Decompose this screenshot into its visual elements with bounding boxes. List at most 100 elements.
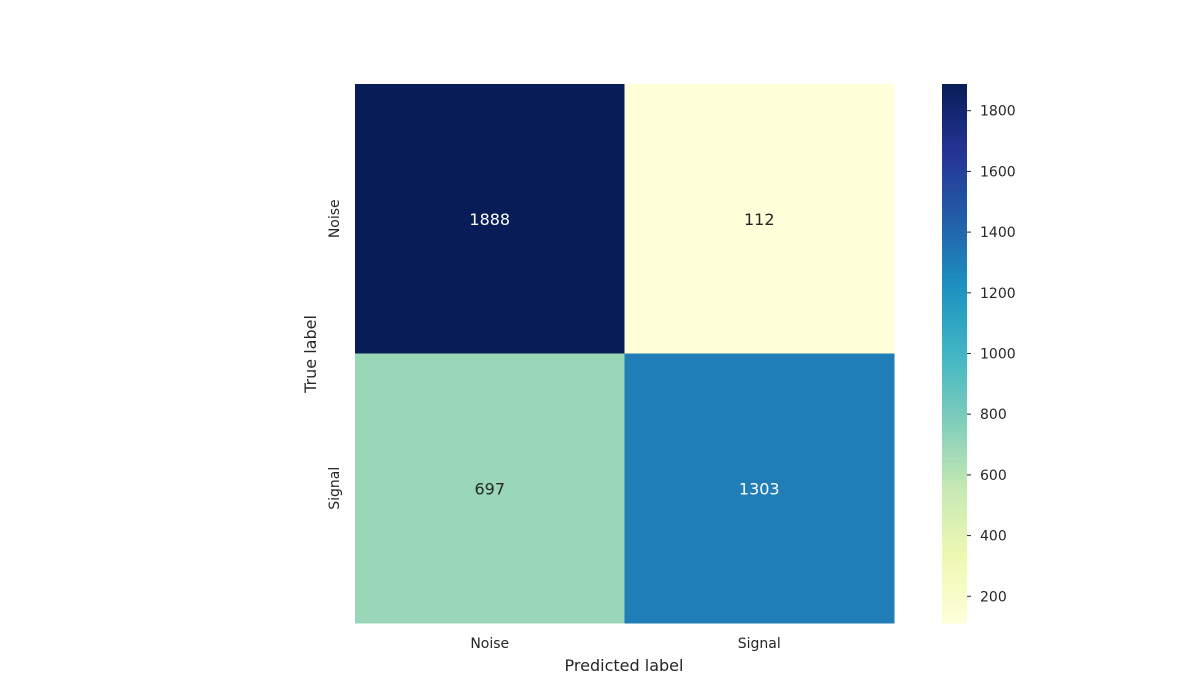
colorbar-slice (942, 578, 967, 584)
colorbar-slice (942, 344, 967, 350)
colorbar-slice (942, 160, 967, 166)
colorbar-slice (942, 313, 967, 319)
colorbar-slice (942, 290, 967, 296)
colorbar-slice (942, 124, 967, 130)
colorbar-slice (942, 196, 967, 202)
colorbar-slice (942, 537, 967, 543)
colorbar-slice (942, 173, 967, 179)
colorbar-slice (942, 317, 967, 323)
colorbar-slice (942, 447, 967, 453)
colorbar-slice (942, 106, 967, 112)
colorbar-slice (942, 609, 967, 615)
colorbar-slice (942, 362, 967, 368)
cell-value-label: 1303 (739, 479, 780, 498)
colorbar-slice (942, 322, 967, 328)
colorbar-tick-label: 1400 (980, 225, 1016, 241)
colorbar-tick-label: 800 (980, 407, 1007, 423)
colorbar-slice (942, 596, 967, 602)
colorbar-tick-label: 1200 (980, 286, 1016, 302)
colorbar-slice (942, 488, 967, 494)
colorbar-slice (942, 434, 967, 440)
colorbar-slice (942, 411, 967, 417)
heatmap-cells (355, 84, 895, 624)
colorbar-slice (942, 263, 967, 269)
colorbar-slice (942, 389, 967, 395)
colorbar-slice (942, 573, 967, 579)
colorbar-slice (942, 380, 967, 386)
colorbar-slice (942, 398, 967, 404)
colorbar-slice (942, 479, 967, 485)
colorbar-slice (942, 272, 967, 278)
colorbar-slice (942, 542, 967, 548)
colorbar-slice (942, 335, 967, 341)
colorbar-slice (942, 110, 967, 117)
colorbar-slice (942, 92, 967, 99)
colorbar-slice (942, 501, 967, 507)
colorbar-slice (942, 551, 967, 557)
colorbar-slice (942, 420, 967, 426)
colorbar-tick-label: 1600 (980, 164, 1016, 180)
colorbar-tick-label: 1800 (980, 104, 1016, 120)
colorbar-slice (942, 286, 967, 292)
colorbar-slice (942, 227, 967, 233)
colorbar-slice (942, 587, 967, 593)
colorbar-slice (942, 357, 967, 364)
colorbar-slice (942, 155, 967, 161)
colorbar-tick-label: 1000 (980, 347, 1016, 363)
colorbar-slice (942, 349, 967, 355)
colorbar-slice (942, 591, 967, 597)
colorbar-slice (942, 438, 967, 444)
colorbar-tick-label: 600 (980, 468, 1007, 484)
colorbar-slice (942, 564, 967, 570)
heatmap-cell-noise-noise (355, 84, 625, 354)
colorbar-slice (942, 614, 967, 620)
y-axis-ticks: Noise Signal (327, 199, 343, 509)
colorbar: 200 400 600 800 1000 1200 1400 1600 1800 (942, 84, 1016, 624)
colorbar-slice (942, 555, 967, 561)
colorbar-slice (942, 569, 967, 575)
colorbar-slice (942, 84, 967, 90)
colorbar-slice (942, 483, 967, 489)
colorbar-slice (942, 402, 967, 408)
colorbar-slice (942, 218, 967, 224)
colorbar-slice (942, 416, 967, 422)
colorbar-slice (942, 101, 967, 108)
colorbar-slice (942, 443, 967, 449)
colorbar-slice (942, 560, 967, 566)
colorbar-slice (942, 151, 967, 157)
colorbar-slice (942, 506, 967, 512)
colorbar-slice (942, 546, 967, 552)
colorbar-slice (942, 474, 967, 480)
colorbar-slice (942, 393, 967, 400)
colorbar-slice (942, 528, 967, 534)
colorbar-slice (942, 205, 967, 211)
colorbar-slice (942, 429, 967, 435)
colorbar-slice (942, 304, 967, 310)
colorbar-slice (942, 497, 967, 503)
colorbar-slice (942, 295, 967, 301)
colorbar-slice (942, 366, 967, 373)
colorbar-slice (942, 241, 967, 247)
colorbar-slice (942, 600, 967, 606)
colorbar-slice (942, 618, 967, 624)
colorbar-slice (942, 146, 967, 152)
colorbar-slice (942, 425, 967, 431)
colorbar-slice (942, 137, 967, 143)
x-tick-label: Signal (738, 636, 781, 652)
colorbar-slice (942, 492, 967, 498)
colorbar-slice (942, 407, 967, 413)
colorbar-slice (942, 200, 967, 206)
colorbar-slice (942, 223, 967, 229)
colorbar-slice (942, 128, 967, 135)
colorbar-slice (942, 169, 967, 175)
y-tick-label: Noise (327, 199, 343, 238)
colorbar-tick-label: 400 (980, 529, 1007, 545)
colorbar-slice (942, 331, 967, 337)
colorbar-slice (942, 236, 967, 242)
colorbar-slice (942, 209, 967, 215)
colorbar-slice (942, 470, 967, 476)
colorbar-slice (942, 452, 967, 458)
colorbar-slice (942, 308, 967, 314)
colorbar-slice (942, 232, 967, 238)
colorbar-slice (942, 142, 967, 148)
